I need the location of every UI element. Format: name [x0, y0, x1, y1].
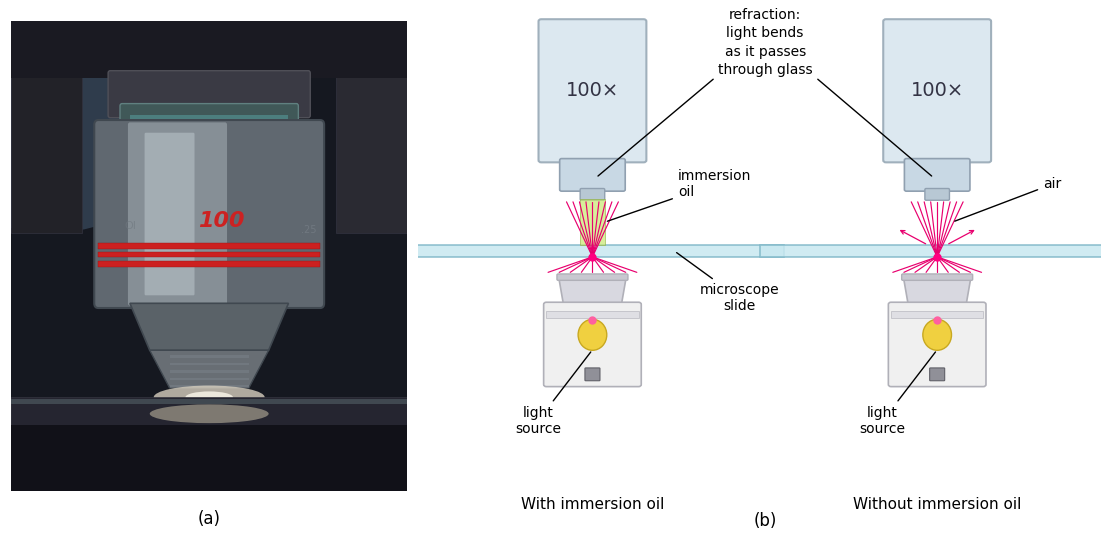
- Ellipse shape: [130, 430, 288, 477]
- Ellipse shape: [154, 386, 264, 409]
- FancyBboxPatch shape: [130, 115, 288, 127]
- FancyBboxPatch shape: [929, 368, 945, 381]
- Text: 100×: 100×: [566, 81, 619, 100]
- FancyBboxPatch shape: [559, 159, 625, 191]
- FancyBboxPatch shape: [11, 21, 83, 233]
- FancyBboxPatch shape: [120, 104, 298, 137]
- Ellipse shape: [185, 391, 233, 403]
- Text: With immersion oil: With immersion oil: [521, 497, 664, 512]
- Text: Without immersion oil: Without immersion oil: [853, 497, 1022, 512]
- FancyBboxPatch shape: [170, 378, 249, 380]
- FancyBboxPatch shape: [11, 426, 407, 491]
- Text: (b): (b): [753, 512, 777, 530]
- Text: .25: .25: [301, 225, 316, 235]
- FancyBboxPatch shape: [11, 397, 407, 426]
- FancyBboxPatch shape: [336, 21, 407, 233]
- FancyBboxPatch shape: [760, 245, 1101, 257]
- Text: 100×: 100×: [911, 81, 963, 100]
- FancyBboxPatch shape: [98, 243, 320, 249]
- FancyBboxPatch shape: [98, 252, 320, 257]
- FancyBboxPatch shape: [11, 21, 407, 78]
- FancyBboxPatch shape: [144, 133, 195, 295]
- FancyBboxPatch shape: [170, 363, 249, 365]
- FancyBboxPatch shape: [98, 261, 320, 266]
- Text: light
source: light source: [860, 352, 936, 436]
- FancyBboxPatch shape: [401, 245, 784, 257]
- Polygon shape: [558, 275, 626, 304]
- Text: refraction:
light bends
as it passes
through glass: refraction: light bends as it passes thr…: [718, 8, 813, 77]
- FancyBboxPatch shape: [883, 19, 991, 162]
- Text: 100: 100: [198, 211, 244, 231]
- Ellipse shape: [150, 404, 269, 423]
- FancyBboxPatch shape: [170, 385, 249, 388]
- FancyBboxPatch shape: [902, 274, 972, 280]
- Text: immersion
oil: immersion oil: [608, 169, 751, 221]
- FancyBboxPatch shape: [11, 21, 407, 491]
- Text: light
source: light source: [515, 352, 591, 436]
- FancyBboxPatch shape: [108, 70, 310, 117]
- Text: microscope
slide: microscope slide: [677, 253, 780, 313]
- FancyBboxPatch shape: [544, 302, 641, 387]
- FancyBboxPatch shape: [170, 355, 249, 358]
- FancyBboxPatch shape: [585, 368, 600, 381]
- FancyBboxPatch shape: [95, 120, 324, 308]
- FancyBboxPatch shape: [11, 399, 407, 404]
- FancyBboxPatch shape: [925, 189, 949, 200]
- Ellipse shape: [578, 319, 607, 350]
- FancyBboxPatch shape: [546, 311, 639, 318]
- Polygon shape: [903, 275, 971, 304]
- Text: air: air: [955, 177, 1061, 221]
- FancyBboxPatch shape: [128, 122, 227, 305]
- FancyBboxPatch shape: [580, 199, 604, 245]
- FancyBboxPatch shape: [889, 302, 986, 387]
- FancyBboxPatch shape: [538, 19, 646, 162]
- Text: OI: OI: [124, 221, 135, 231]
- Text: (a): (a): [198, 510, 220, 528]
- FancyBboxPatch shape: [170, 370, 249, 373]
- FancyBboxPatch shape: [580, 189, 604, 200]
- FancyBboxPatch shape: [891, 311, 983, 318]
- Polygon shape: [150, 350, 269, 388]
- Polygon shape: [130, 303, 288, 350]
- FancyBboxPatch shape: [904, 159, 970, 191]
- Ellipse shape: [0, 0, 189, 233]
- Ellipse shape: [923, 319, 951, 350]
- FancyBboxPatch shape: [557, 274, 628, 280]
